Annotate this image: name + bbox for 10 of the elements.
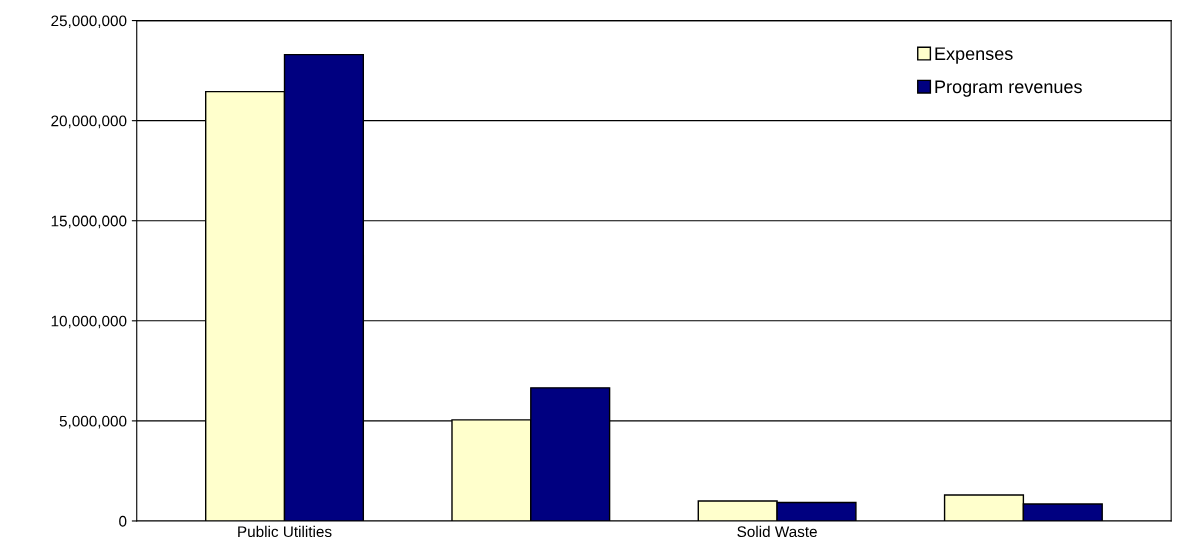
legend-label: Program revenues <box>935 80 1082 97</box>
y-tick-label: 20,000,000 <box>51 115 127 129</box>
y-tick-label: 10,000,000 <box>51 315 127 329</box>
y-tick-label: 5,000,000 <box>59 415 127 429</box>
x-tick-label: Solid Waste <box>737 525 817 538</box>
y-tick-label: 15,000,000 <box>51 215 127 229</box>
x-tick-label: Public Utilities <box>238 525 332 538</box>
legend-label: Expenses <box>935 47 1013 64</box>
y-tick-label: 0 <box>119 515 127 527</box>
y-tick-label: 25,000,000 <box>51 15 127 29</box>
